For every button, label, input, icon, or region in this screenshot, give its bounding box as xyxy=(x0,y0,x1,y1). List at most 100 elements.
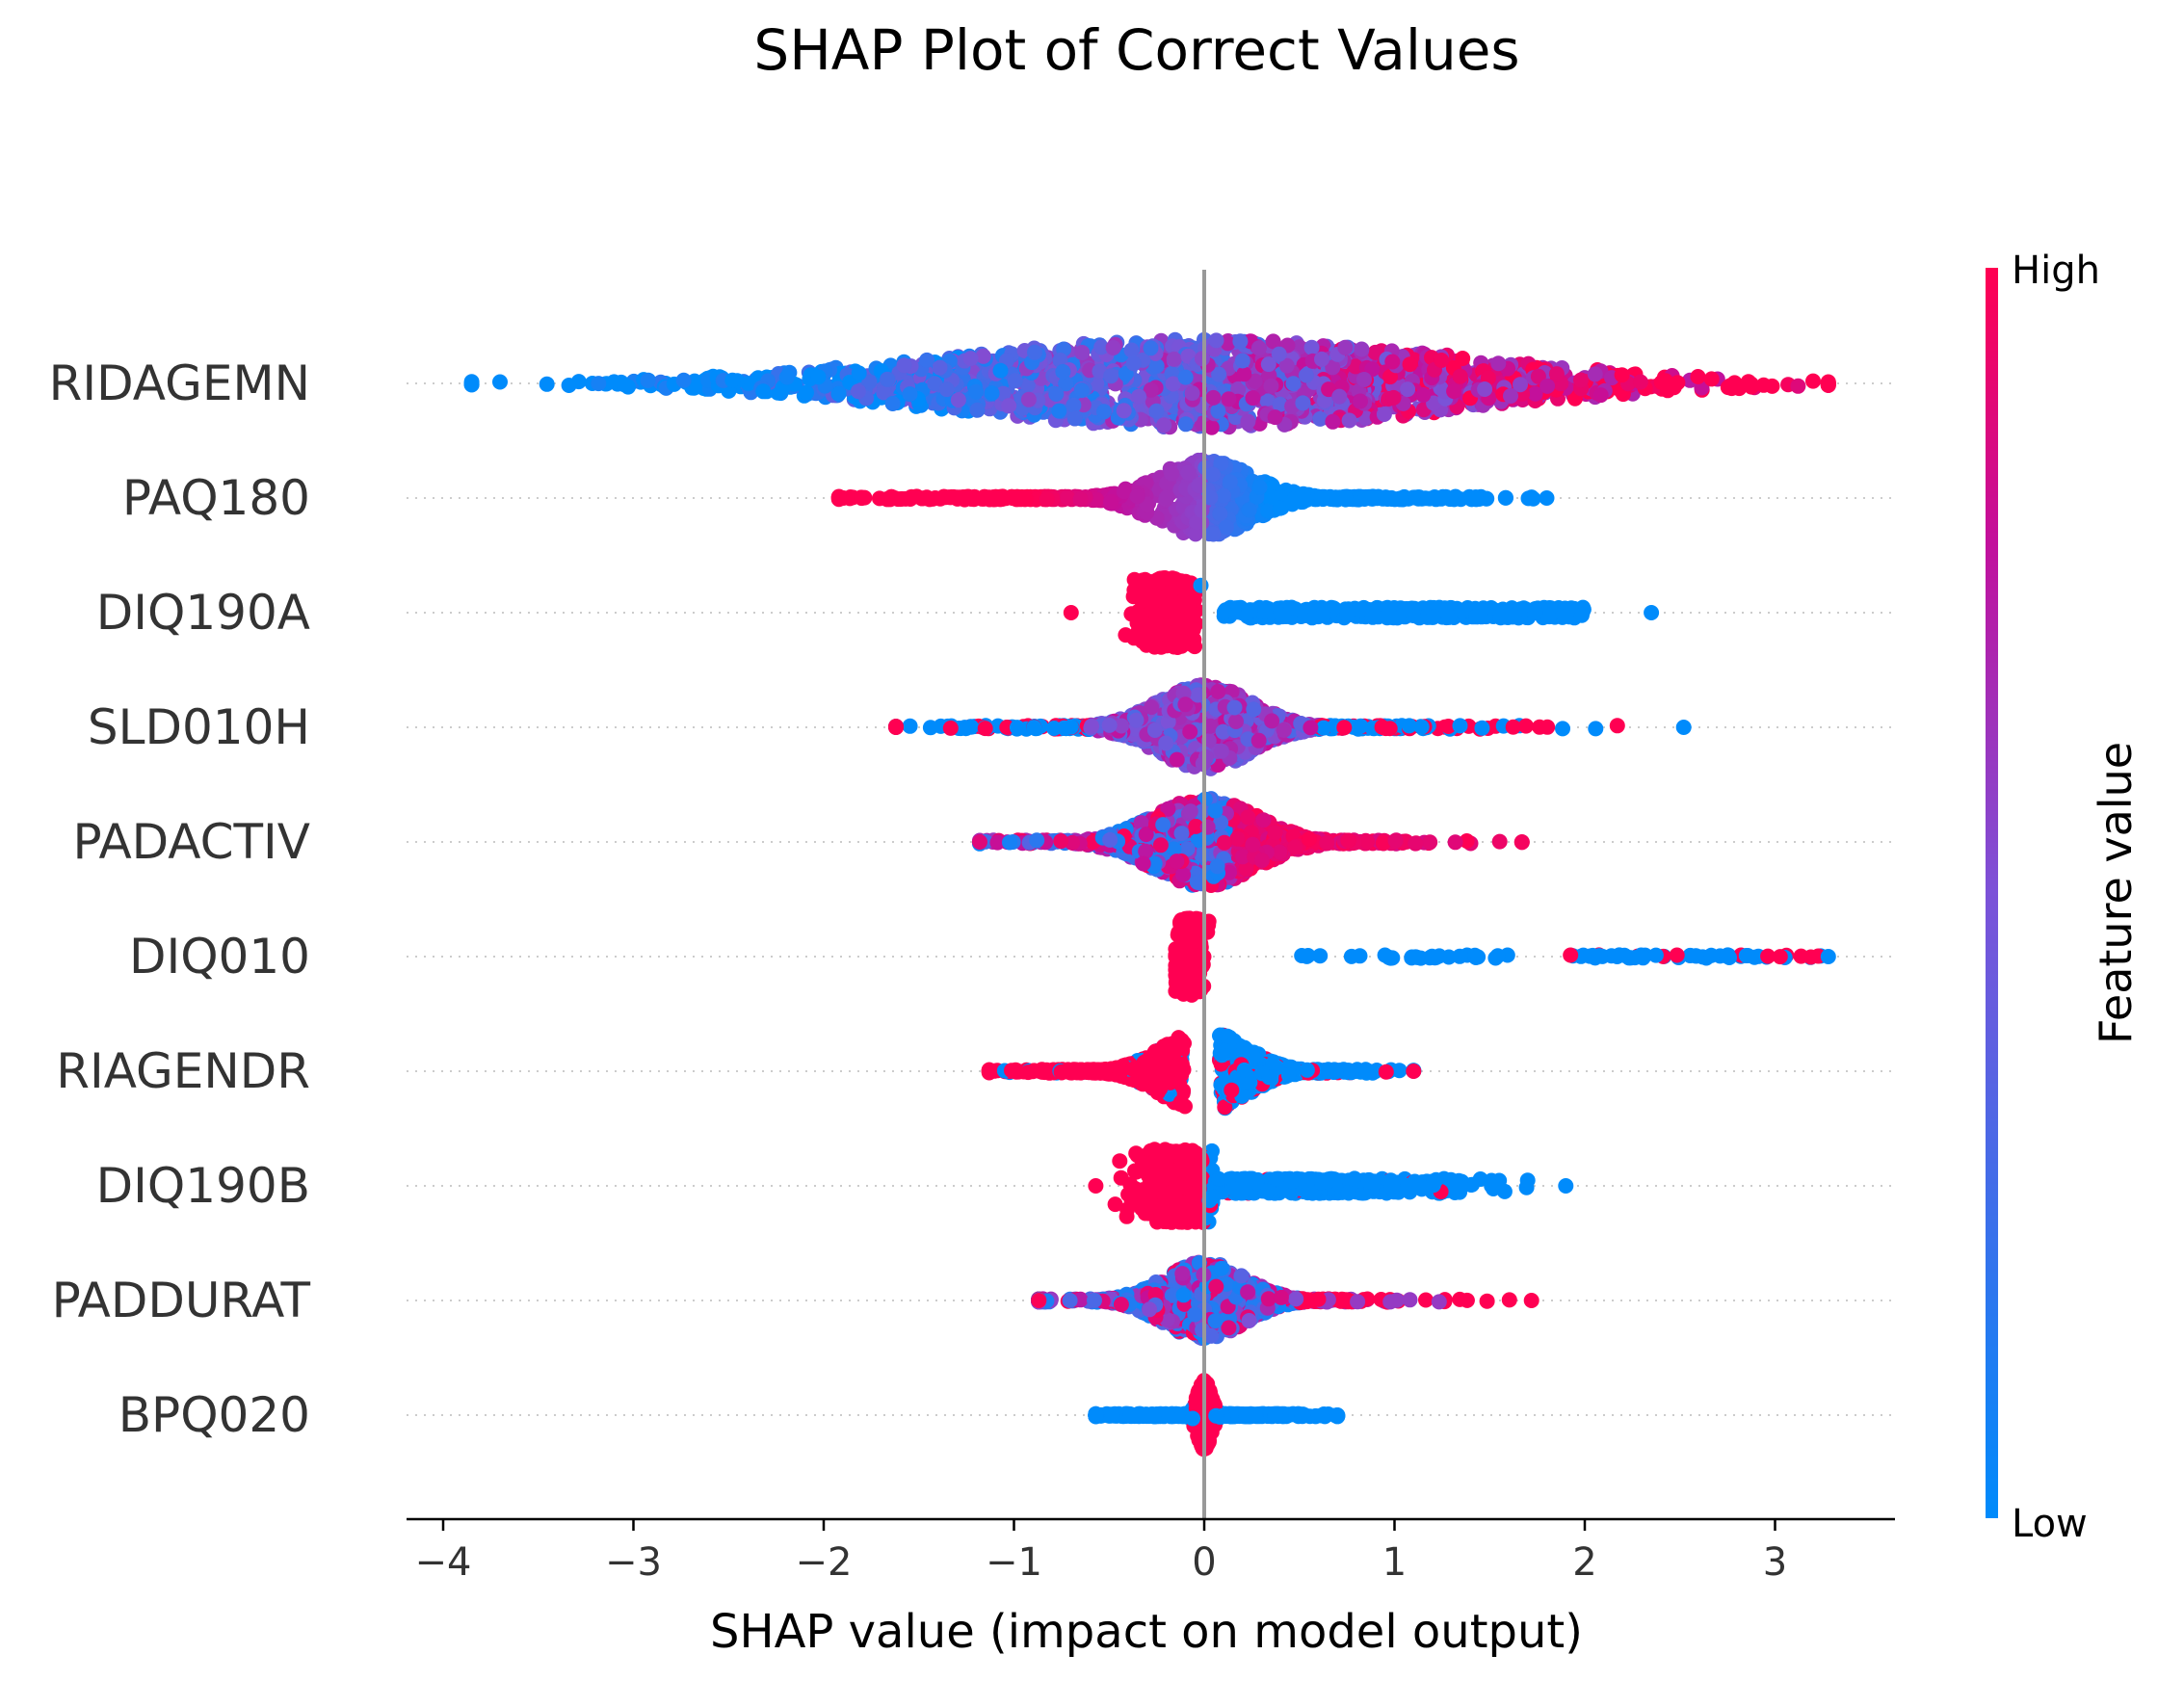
point xyxy=(1428,491,1444,508)
point xyxy=(799,384,814,401)
point xyxy=(1295,395,1311,411)
point xyxy=(968,383,985,400)
point xyxy=(1210,683,1226,699)
point xyxy=(1146,722,1163,738)
point xyxy=(1573,607,1590,623)
point xyxy=(921,491,937,508)
point xyxy=(1072,491,1089,508)
point xyxy=(810,369,827,385)
point xyxy=(830,385,847,402)
point xyxy=(1316,606,1332,622)
point xyxy=(1073,382,1090,399)
point xyxy=(1314,351,1329,367)
point xyxy=(1257,604,1274,619)
point xyxy=(1353,393,1368,409)
point xyxy=(1393,491,1409,508)
point xyxy=(1805,373,1821,389)
point xyxy=(1156,417,1172,433)
point xyxy=(1159,489,1175,506)
point xyxy=(1527,605,1543,620)
point xyxy=(1236,366,1252,382)
point xyxy=(879,491,895,507)
point xyxy=(539,376,555,392)
point xyxy=(992,362,1009,379)
point xyxy=(1103,368,1119,384)
point xyxy=(1539,719,1556,735)
point xyxy=(1009,720,1025,736)
point xyxy=(1548,366,1565,382)
point xyxy=(1240,413,1256,430)
point xyxy=(724,372,741,388)
point xyxy=(778,369,795,385)
point xyxy=(1177,369,1194,385)
point xyxy=(1142,587,1158,603)
point xyxy=(675,372,692,388)
point xyxy=(1101,717,1118,733)
feature-points-ridagemn xyxy=(463,331,1836,435)
point xyxy=(1228,714,1244,729)
point xyxy=(1232,333,1249,350)
point xyxy=(1164,465,1180,482)
point xyxy=(1539,490,1555,506)
point xyxy=(1442,491,1459,508)
point xyxy=(492,374,508,390)
point xyxy=(1017,491,1034,508)
row-guides xyxy=(407,382,1895,1416)
point xyxy=(561,378,577,393)
point xyxy=(1096,404,1112,420)
point xyxy=(1219,519,1234,536)
point xyxy=(1125,355,1142,372)
chart-title: SHAP Plot of Correct Values xyxy=(753,17,1519,83)
point xyxy=(1271,346,1287,362)
point xyxy=(977,721,993,737)
point xyxy=(1425,609,1441,625)
point xyxy=(1303,720,1319,736)
point xyxy=(1505,719,1521,735)
point xyxy=(1609,718,1625,734)
point xyxy=(1063,605,1079,620)
point xyxy=(1354,341,1370,357)
point xyxy=(1298,367,1314,383)
point xyxy=(1477,381,1493,397)
point xyxy=(880,371,896,387)
point xyxy=(959,488,975,505)
point xyxy=(1380,491,1396,507)
point xyxy=(1539,378,1556,394)
point xyxy=(1592,387,1609,404)
point xyxy=(1339,606,1355,622)
point xyxy=(1250,732,1267,749)
point xyxy=(1084,718,1099,734)
point xyxy=(1171,615,1188,631)
point xyxy=(942,720,959,736)
point xyxy=(1703,371,1720,387)
point xyxy=(1331,388,1348,405)
point xyxy=(1644,605,1660,620)
point xyxy=(1434,353,1450,368)
point xyxy=(1405,605,1421,621)
point xyxy=(1180,464,1197,481)
point xyxy=(1182,723,1198,740)
point xyxy=(896,357,912,374)
point xyxy=(1454,603,1470,619)
point xyxy=(1415,387,1432,403)
point xyxy=(1216,487,1231,504)
point xyxy=(1744,379,1759,395)
point xyxy=(1587,366,1603,382)
point xyxy=(1204,466,1221,483)
point xyxy=(1374,719,1390,735)
point xyxy=(1128,712,1145,728)
point xyxy=(1337,339,1354,355)
feature-points-diq190a xyxy=(1063,570,1660,655)
point xyxy=(1163,584,1179,600)
point xyxy=(1066,410,1083,427)
point xyxy=(755,383,772,400)
point xyxy=(1234,353,1250,369)
point xyxy=(1468,491,1485,508)
point xyxy=(1790,378,1806,394)
point xyxy=(1499,608,1515,624)
point xyxy=(1503,388,1518,404)
point xyxy=(1165,635,1181,651)
point xyxy=(1158,735,1174,751)
